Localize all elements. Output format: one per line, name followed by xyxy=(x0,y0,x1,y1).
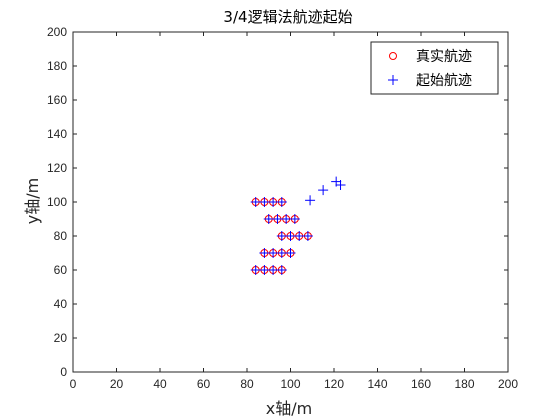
initial-track-point xyxy=(272,214,283,224)
initial-track-point xyxy=(285,231,296,241)
initial-track-point xyxy=(259,248,270,258)
initial-track-point xyxy=(276,265,287,275)
chart-title: 3/4逻辑法航迹起始 xyxy=(223,8,352,26)
x-axis-title: x轴/m xyxy=(266,399,312,418)
y-tick-label: 80 xyxy=(54,229,68,243)
y-tick-label: 200 xyxy=(47,25,67,39)
x-tick-label: 180 xyxy=(454,377,474,391)
x-tick-label: 100 xyxy=(280,377,300,391)
initial-track-point xyxy=(268,197,279,207)
x-tick-label: 140 xyxy=(367,377,387,391)
y-tick-label: 20 xyxy=(54,331,68,345)
y-axis-title: y轴/m xyxy=(23,178,42,224)
initial-track-point xyxy=(276,248,287,258)
initial-track-point xyxy=(250,265,261,275)
legend-label-true-track: 真实航迹 xyxy=(416,49,472,65)
initial-track-point xyxy=(302,231,313,241)
y-tick-label: 0 xyxy=(60,365,67,379)
initial-track-point xyxy=(289,214,300,224)
initial-track-point xyxy=(268,265,279,275)
initial-track-point xyxy=(263,214,274,224)
axis-ticks: 0 20 40 60 80 100 120 140 160 180 200 0 20 40 60 80 100 1… xyxy=(47,25,518,391)
initial-track-point xyxy=(250,197,261,207)
y-tick-label: 60 xyxy=(54,263,68,277)
y-tick-label: 160 xyxy=(47,93,67,107)
initial-track-point xyxy=(268,248,279,258)
initial-track-point xyxy=(276,197,287,207)
x-tick-label: 60 xyxy=(197,377,211,391)
plot-box xyxy=(72,31,509,373)
x-tick-label: 120 xyxy=(324,377,344,391)
x-tick-label: 200 xyxy=(498,377,518,391)
legend-box xyxy=(370,41,499,95)
initial-track-point xyxy=(276,231,287,241)
y-tick-label: 100 xyxy=(47,195,67,209)
legend-label-initial-track: 起始航迹 xyxy=(416,73,472,89)
legend: 真实航迹 起始航迹 xyxy=(370,41,499,95)
x-tick-label: 80 xyxy=(240,377,254,391)
initial-track-point xyxy=(281,214,292,224)
initial-track-point xyxy=(305,195,316,206)
initial-track-point xyxy=(259,265,270,275)
initial-track-point xyxy=(318,185,329,196)
x-tick-label: 20 xyxy=(110,377,124,391)
data-marks xyxy=(250,176,346,275)
initial-track-point xyxy=(335,180,346,190)
x-tick-label: 160 xyxy=(411,377,431,391)
legend-circle-marker xyxy=(389,52,397,60)
x-tick-label: 40 xyxy=(153,377,167,391)
y-tick-label: 140 xyxy=(47,127,67,141)
x-tick-label: 0 xyxy=(70,377,77,391)
initial-track-point xyxy=(285,248,296,258)
y-tick-label: 40 xyxy=(54,297,68,311)
initial-track-point xyxy=(294,231,305,241)
legend-plus-marker xyxy=(388,75,398,85)
y-tick-label: 120 xyxy=(47,161,67,175)
y-tick-label: 180 xyxy=(47,59,67,73)
initial-track-point xyxy=(259,197,270,207)
